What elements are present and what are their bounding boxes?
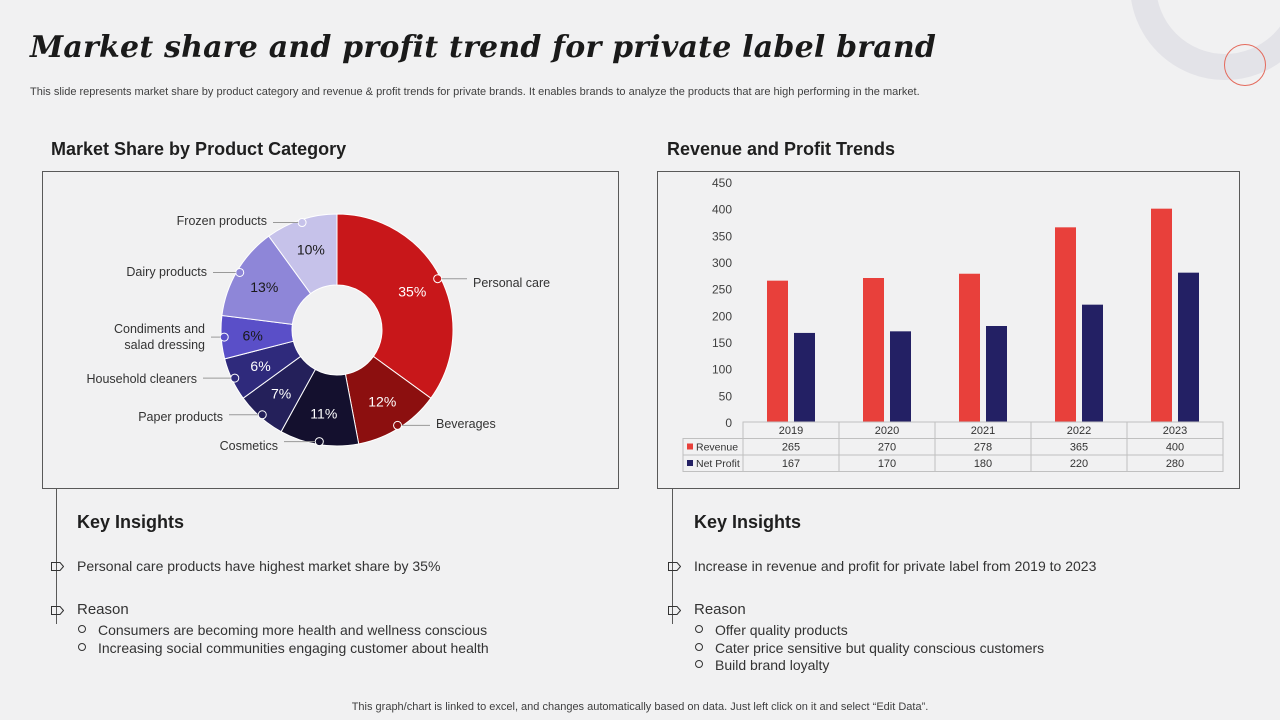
- circle-bullet-icon: [695, 660, 703, 669]
- y-tick-label: 250: [712, 283, 732, 297]
- y-tick-label: 400: [712, 203, 732, 217]
- slice-value-label: 7%: [271, 385, 291, 401]
- net-profit-bar[interactable]: [986, 326, 1007, 422]
- donut-slice[interactable]: [336, 213, 454, 399]
- slide-title: Market share and profit trend for privat…: [30, 30, 937, 65]
- arrow-bullet-icon: [51, 606, 64, 615]
- x-category-label: 2023: [1163, 425, 1187, 437]
- left-insight-text: Personal care products have highest mark…: [77, 558, 441, 574]
- left-connector-line: [56, 489, 57, 624]
- y-tick-label: 0: [725, 416, 732, 430]
- donut-chart[interactable]: 35% Personal care 12% Beverages 11% Cosmetics…: [43, 172, 618, 488]
- circle-bullet-icon: [695, 643, 703, 652]
- decorative-circle: [1224, 44, 1266, 86]
- leader-dot: [219, 332, 229, 342]
- table-value: 265: [782, 442, 800, 454]
- y-tick-label: 450: [712, 176, 732, 190]
- slice-category-label: Personal care: [473, 276, 550, 290]
- legend-label: Revenue: [696, 442, 738, 454]
- table-value: 180: [974, 458, 992, 470]
- arrow-bullet-icon: [51, 562, 64, 571]
- leader-dot: [297, 218, 307, 228]
- table-value: 280: [1166, 458, 1184, 470]
- arrow-bullet-icon: [668, 562, 681, 571]
- net-profit-bar[interactable]: [1082, 304, 1103, 422]
- slice-value-label: 35%: [398, 284, 426, 300]
- slice-category-label: Condiments and salad dressing: [114, 322, 205, 352]
- leader-dot: [235, 267, 245, 277]
- donut-slice[interactable]: [268, 213, 338, 295]
- circle-bullet-icon: [695, 625, 703, 634]
- table-value: 278: [974, 442, 992, 454]
- leader-dot: [433, 274, 443, 284]
- table-value: 400: [1166, 442, 1184, 454]
- footer-note: This graph/chart is linked to excel, and…: [351, 701, 929, 713]
- market-share-heading: Market Share by Product Category: [51, 139, 347, 159]
- revenue-bar[interactable]: [1151, 208, 1172, 422]
- table-data-row: [682, 454, 1224, 472]
- y-tick-label: 100: [712, 363, 732, 377]
- revenue-bar[interactable]: [863, 278, 884, 422]
- leader-dot: [314, 437, 324, 447]
- x-category-label: 2022: [1067, 425, 1091, 437]
- table-value: 220: [1070, 458, 1088, 470]
- table-value: 167: [782, 458, 800, 470]
- slice-value-label: 12%: [368, 393, 396, 409]
- y-tick-label: 300: [712, 256, 732, 270]
- table-value: 270: [878, 442, 896, 454]
- left-reason-item: Consumers are becoming more health and w…: [78, 622, 487, 638]
- slide-subtitle: This slide represents market share by pr…: [30, 86, 920, 98]
- slice-value-label: 6%: [250, 358, 270, 374]
- y-tick-label: 200: [712, 309, 732, 323]
- legend-swatch: [687, 443, 693, 450]
- slice-value-label: 11%: [310, 405, 337, 421]
- revenue-bar[interactable]: [767, 280, 788, 422]
- slice-value-label: 6%: [243, 327, 263, 343]
- net-profit-bar[interactable]: [890, 331, 911, 422]
- donut-chart-box[interactable]: 35% Personal care 12% Beverages 11% Cosmetics…: [42, 171, 619, 489]
- slice-category-label: Household cleaners: [87, 372, 198, 386]
- left-reason-label: Reason: [77, 601, 129, 618]
- x-category-label: 2019: [779, 425, 803, 437]
- slice-category-label: Cosmetics: [220, 439, 278, 453]
- circle-bullet-icon: [78, 625, 86, 634]
- revenue-bar[interactable]: [1055, 227, 1076, 422]
- leader-dot: [393, 420, 403, 430]
- y-tick-label: 150: [712, 336, 732, 350]
- table-data-row: [682, 438, 1224, 456]
- bar-chart-box[interactable]: 0 50 100 150 200 250 300 350 400 450 2019 2020 2021 2…: [657, 171, 1240, 489]
- right-insight-text: Increase in revenue and profit for priva…: [694, 558, 1097, 574]
- slice-category-label: Frozen products: [177, 214, 267, 228]
- left-key-insights-title: Key Insights: [77, 512, 185, 532]
- right-reason-item: Cater price sensitive but quality consci…: [695, 640, 1044, 656]
- right-reason-item: Build brand loyalty: [695, 657, 829, 673]
- right-key-insights-title: Key Insights: [694, 512, 802, 532]
- x-category-label: 2021: [971, 425, 995, 437]
- legend-swatch: [687, 460, 693, 466]
- slice-category-label: Paper products: [138, 410, 223, 424]
- legend-label: Net Profit: [696, 458, 740, 470]
- net-profit-bar[interactable]: [794, 332, 815, 422]
- x-category-label: 2020: [875, 425, 899, 437]
- revenue-bar[interactable]: [959, 273, 980, 422]
- slice-category-label: Dairy products: [126, 265, 207, 279]
- table-value: 170: [878, 458, 896, 470]
- net-profit-bar[interactable]: [1178, 272, 1199, 422]
- right-reason-item: Offer quality products: [695, 622, 848, 638]
- slice-value-label: 13%: [250, 279, 278, 295]
- revenue-profit-heading: Revenue and Profit Trends: [667, 139, 896, 159]
- y-tick-label: 350: [712, 229, 732, 243]
- table-value: 365: [1070, 442, 1088, 454]
- slice-value-label: 10%: [297, 242, 325, 258]
- right-connector-line: [672, 489, 673, 624]
- right-reason-label: Reason: [694, 601, 746, 618]
- leader-dot: [257, 410, 267, 420]
- bar-chart[interactable]: 0 50 100 150 200 250 300 350 400 450 2019 2020 2021 2…: [658, 172, 1239, 488]
- arrow-bullet-icon: [668, 606, 681, 615]
- left-reason-item: Increasing social communities engaging c…: [78, 640, 489, 656]
- slice-category-label: Beverages: [436, 417, 496, 431]
- leader-dot: [230, 373, 240, 383]
- circle-bullet-icon: [78, 643, 86, 652]
- y-tick-label: 50: [719, 389, 733, 403]
